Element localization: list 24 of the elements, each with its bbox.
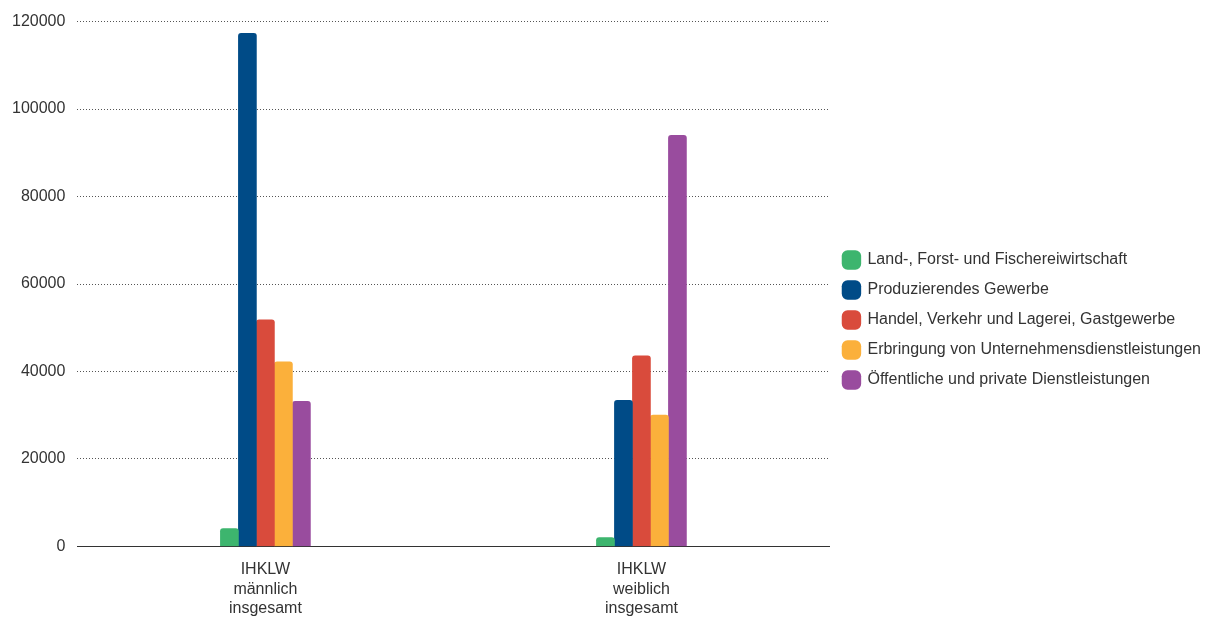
y-tick-label: 40000: [20, 361, 66, 379]
legend-label: Produzierendes Gewerbe: [867, 280, 1049, 298]
x-tick-label: IHKLW weiblich insgesamt: [604, 560, 679, 616]
bar: [238, 33, 257, 547]
legend-label: Land-, Forst- und Fischereiwirtschaft: [867, 250, 1128, 268]
y-tick-label: 80000: [20, 186, 66, 204]
legend-label: Erbringung von Unternehmensdienstleistungen: [867, 340, 1201, 358]
legend-label: Öffentliche und private Dienstleistungen: [867, 370, 1150, 388]
bar: [292, 400, 311, 547]
y-tick-label: 100000: [12, 99, 66, 117]
bar: [614, 400, 633, 547]
bar: [596, 537, 615, 547]
legend-label: Handel, Verkehr und Lagerei, Gastgewerbe: [867, 310, 1176, 328]
y-tick-label: 0: [56, 536, 66, 554]
y-tick-label: 120000: [12, 12, 66, 30]
bar: [632, 355, 651, 547]
bar: [668, 134, 687, 547]
bar: [650, 414, 669, 547]
y-tick-label: 20000: [20, 449, 66, 467]
bar: [256, 319, 275, 547]
bar: [274, 361, 293, 547]
x-tick-label: IHKLW männlich insgesamt: [228, 560, 303, 616]
y-tick-label: 60000: [20, 274, 66, 292]
bar: [220, 528, 239, 547]
